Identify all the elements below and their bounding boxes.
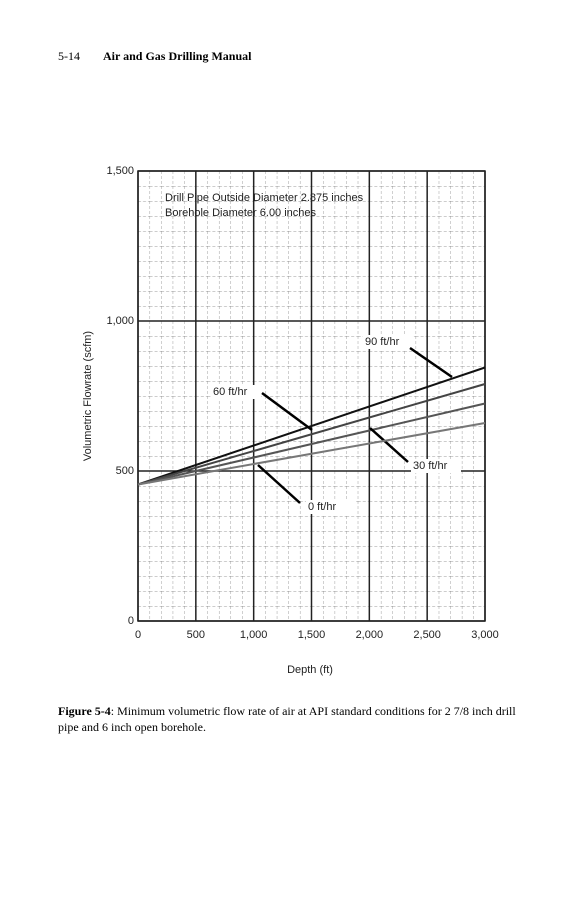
y-tick-label: 0	[128, 615, 134, 627]
label-arrow	[409, 346, 453, 379]
x-tick-label: 1,500	[298, 629, 326, 641]
x-tick-label: 0	[135, 629, 141, 641]
y-axis-label: Volumetric Flowrate (scfm)	[82, 331, 94, 461]
series-line	[137, 402, 486, 486]
series-line	[137, 366, 486, 486]
y-tick-label: 1,000	[106, 315, 134, 327]
label-background	[306, 500, 356, 514]
label-background	[363, 335, 413, 349]
page-number: 5-14	[58, 49, 80, 63]
y-tick-label: 1,500	[106, 165, 134, 177]
chart: Drill Pipe Outside Diameter 2.875 inches…	[82, 165, 499, 676]
series-label: 0 ft/hr	[308, 501, 336, 513]
x-axis-label: Depth (ft)	[287, 664, 333, 676]
x-tick-label: 2,500	[413, 629, 441, 641]
label-background	[211, 385, 261, 399]
x-tick-label: 1,000	[240, 629, 268, 641]
label-arrow	[257, 464, 301, 504]
label-arrow	[369, 427, 409, 463]
caption: Figure 5-4: Minimum volumetric flow rate…	[58, 703, 528, 735]
caption-text: : Minimum volumetric flow rate of air at…	[58, 704, 516, 734]
series-label: 90 ft/hr	[365, 336, 400, 348]
annotation: Drill Pipe Outside Diameter 2.875 inches	[165, 192, 364, 204]
series-line	[137, 422, 486, 486]
series-line	[137, 383, 486, 486]
series-label: 60 ft/hr	[213, 386, 248, 398]
label-background	[411, 459, 461, 473]
x-tick-label: 3,000	[471, 629, 499, 641]
series-label: 30 ft/hr	[413, 460, 448, 472]
caption-label: Figure 5-4	[58, 704, 111, 718]
x-tick-label: 2,000	[356, 629, 384, 641]
running-title: Air and Gas Drilling Manual	[103, 49, 252, 63]
y-tick-label: 500	[116, 465, 134, 477]
x-tick-label: 500	[187, 629, 205, 641]
annotation: Borehole Diameter 6.00 inches	[165, 207, 317, 219]
label-arrow	[261, 391, 313, 432]
